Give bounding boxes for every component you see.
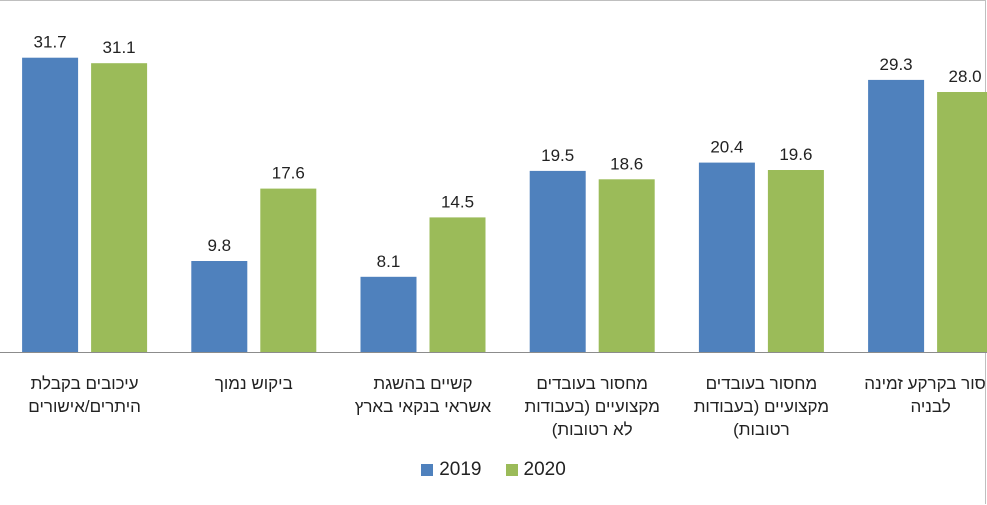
value-label-2019-4: 20.4: [710, 138, 743, 157]
value-label-2020-3: 18.6: [610, 154, 643, 173]
value-label-2020-4: 19.6: [779, 145, 812, 164]
bar-2020-0: [91, 63, 148, 352]
value-label-2019-1: 9.8: [207, 236, 231, 255]
value-label-2019-5: 29.3: [880, 55, 913, 74]
value-label-2020-2: 14.5: [441, 192, 474, 211]
legend: 2019 2020: [0, 459, 987, 481]
bar-2020-3: [598, 179, 655, 352]
value-label-2020-5: 28.0: [949, 67, 982, 86]
value-label-2019-0: 31.7: [34, 33, 67, 52]
bar-2019-1: [191, 261, 248, 352]
bar-2019-0: [22, 57, 79, 352]
bar-chart: 31.7 31.1 עיכובים בקבלת היתרים/אישורים 9.8 17…: [0, 33, 987, 439]
bar-2020-1: [260, 188, 317, 352]
value-label-2019-2: 8.1: [377, 252, 401, 271]
bar-2020-5: [937, 92, 987, 352]
value-label-2020-0: 31.1: [103, 38, 136, 57]
category-label-1: ביקוש נמוך: [215, 374, 293, 393]
value-label-2020-1: 17.6: [272, 164, 305, 183]
bar-2020-4: [767, 170, 824, 352]
legend-item-2019: 2019: [421, 459, 482, 481]
legend-swatch-2019: [421, 464, 434, 476]
bar-2020-2: [429, 217, 486, 352]
legend-swatch-2020: [505, 464, 518, 476]
legend-label-2019: 2019: [439, 459, 482, 480]
bar-2019-3: [529, 170, 586, 352]
value-label-2019-3: 19.5: [541, 146, 574, 165]
bar-2019-4: [698, 162, 755, 352]
category-label-3: מחסור בעובדים מקצועיים (בעבודות לא רטובות): [524, 374, 659, 439]
category-label-5: חסור בקרקע זמינה לבניה: [864, 374, 987, 416]
legend-item-2020: 2020: [505, 459, 566, 481]
category-label-2: קשיים בהשגת אשראי בנקאי בארץ: [355, 374, 492, 416]
bar-2019-2: [360, 276, 417, 352]
category-label-0: עיכובים בקבלת היתרים/אישורים: [28, 374, 141, 416]
category-label-4: מחסור בעובדים מקצועיים (בעבודות רטובות): [694, 374, 829, 439]
legend-label-2020: 2020: [523, 459, 566, 480]
bar-2019-5: [868, 79, 925, 353]
